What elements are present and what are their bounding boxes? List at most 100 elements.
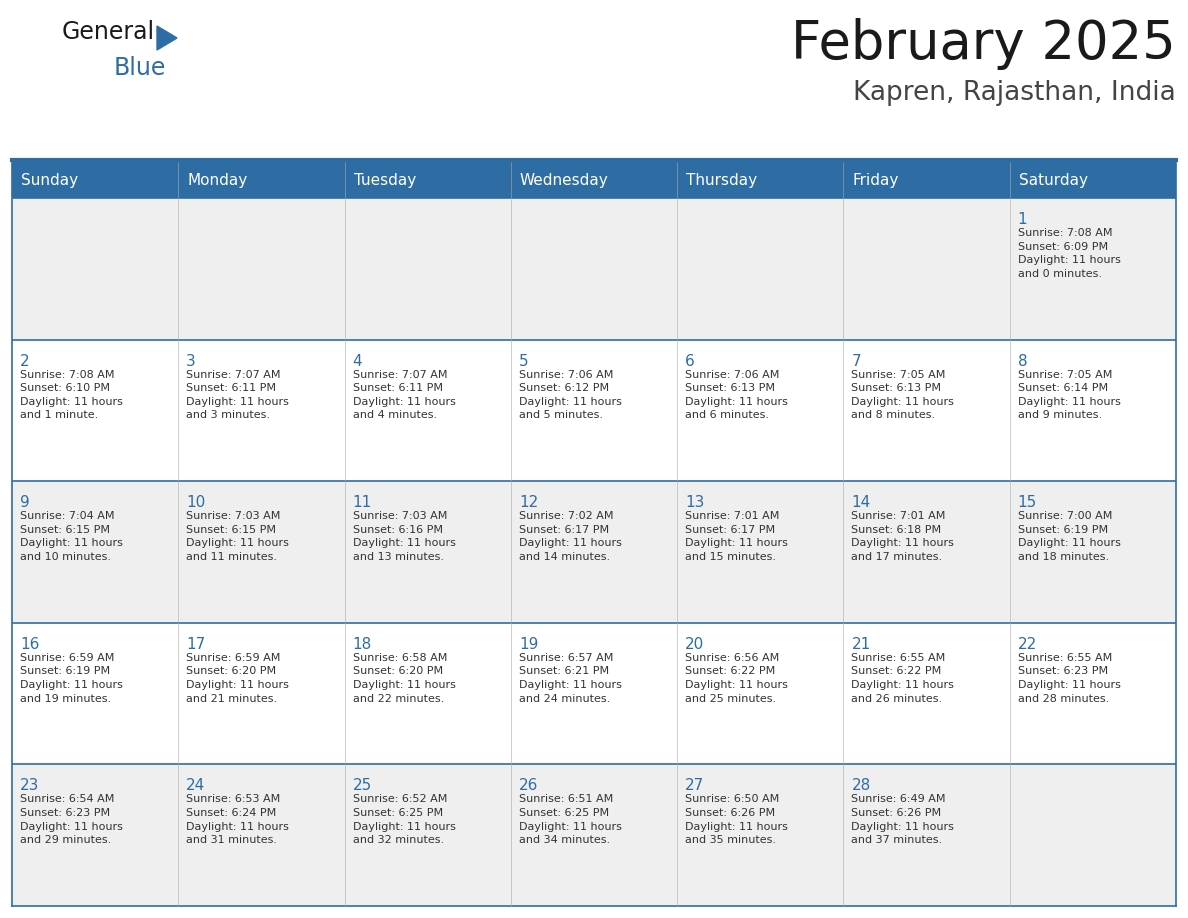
Bar (511, 765, 677, 906)
Text: 18: 18 (353, 637, 372, 652)
Text: February 2025: February 2025 (791, 18, 1176, 70)
Text: Sunrise: 7:04 AM
Sunset: 6:15 PM
Daylight: 11 hours
and 10 minutes.: Sunrise: 7:04 AM Sunset: 6:15 PM Dayligh… (20, 511, 122, 562)
Bar (178, 162, 345, 198)
Text: 20: 20 (685, 637, 704, 652)
Text: Sunrise: 7:08 AM
Sunset: 6:10 PM
Daylight: 11 hours
and 1 minute.: Sunrise: 7:08 AM Sunset: 6:10 PM Dayligh… (20, 370, 122, 420)
Bar (345, 162, 511, 198)
Bar (843, 340, 1010, 481)
Text: 21: 21 (852, 637, 871, 652)
Text: 14: 14 (852, 495, 871, 510)
Bar (178, 481, 345, 622)
Text: 1: 1 (1018, 212, 1028, 227)
Text: Sunrise: 7:06 AM
Sunset: 6:12 PM
Daylight: 11 hours
and 5 minutes.: Sunrise: 7:06 AM Sunset: 6:12 PM Dayligh… (519, 370, 621, 420)
Text: Blue: Blue (114, 56, 166, 80)
Text: Sunrise: 6:50 AM
Sunset: 6:26 PM
Daylight: 11 hours
and 35 minutes.: Sunrise: 6:50 AM Sunset: 6:26 PM Dayligh… (685, 794, 788, 845)
Bar (843, 765, 1010, 906)
Bar (1010, 340, 1176, 481)
Text: Wednesday: Wednesday (520, 173, 608, 187)
Bar (843, 198, 1010, 340)
Text: 17: 17 (187, 637, 206, 652)
Text: 8: 8 (1018, 353, 1028, 369)
Text: Monday: Monday (188, 173, 247, 187)
Bar (511, 340, 677, 481)
Text: 27: 27 (685, 778, 704, 793)
Text: Sunrise: 7:02 AM
Sunset: 6:17 PM
Daylight: 11 hours
and 14 minutes.: Sunrise: 7:02 AM Sunset: 6:17 PM Dayligh… (519, 511, 621, 562)
Text: 2: 2 (20, 353, 30, 369)
Text: 26: 26 (519, 778, 538, 793)
Text: Sunrise: 6:57 AM
Sunset: 6:21 PM
Daylight: 11 hours
and 24 minutes.: Sunrise: 6:57 AM Sunset: 6:21 PM Dayligh… (519, 653, 621, 703)
Bar (1010, 481, 1176, 622)
Bar (178, 198, 345, 340)
Text: Sunrise: 7:07 AM
Sunset: 6:11 PM
Daylight: 11 hours
and 3 minutes.: Sunrise: 7:07 AM Sunset: 6:11 PM Dayligh… (187, 370, 289, 420)
Text: 23: 23 (20, 778, 39, 793)
Text: Sunrise: 6:59 AM
Sunset: 6:20 PM
Daylight: 11 hours
and 21 minutes.: Sunrise: 6:59 AM Sunset: 6:20 PM Dayligh… (187, 653, 289, 703)
Text: Sunrise: 7:08 AM
Sunset: 6:09 PM
Daylight: 11 hours
and 0 minutes.: Sunrise: 7:08 AM Sunset: 6:09 PM Dayligh… (1018, 228, 1120, 279)
Bar (677, 162, 843, 198)
Bar (12, 340, 178, 481)
Text: Thursday: Thursday (687, 173, 757, 187)
Bar (1010, 198, 1176, 340)
Text: General: General (62, 20, 156, 44)
Bar (345, 481, 511, 622)
Bar (345, 340, 511, 481)
Bar (12, 162, 178, 198)
Text: Sunrise: 6:51 AM
Sunset: 6:25 PM
Daylight: 11 hours
and 34 minutes.: Sunrise: 6:51 AM Sunset: 6:25 PM Dayligh… (519, 794, 621, 845)
Text: 6: 6 (685, 353, 695, 369)
Bar (12, 622, 178, 765)
Bar (12, 198, 178, 340)
Bar (178, 340, 345, 481)
Text: Sunrise: 7:03 AM
Sunset: 6:16 PM
Daylight: 11 hours
and 13 minutes.: Sunrise: 7:03 AM Sunset: 6:16 PM Dayligh… (353, 511, 455, 562)
Bar (511, 162, 677, 198)
Bar (677, 622, 843, 765)
Text: Kapren, Rajasthan, India: Kapren, Rajasthan, India (853, 80, 1176, 106)
Text: Sunrise: 6:49 AM
Sunset: 6:26 PM
Daylight: 11 hours
and 37 minutes.: Sunrise: 6:49 AM Sunset: 6:26 PM Dayligh… (852, 794, 954, 845)
Text: 15: 15 (1018, 495, 1037, 510)
Text: 4: 4 (353, 353, 362, 369)
Bar (1010, 622, 1176, 765)
Bar (843, 162, 1010, 198)
Bar (843, 622, 1010, 765)
Text: Sunrise: 7:01 AM
Sunset: 6:17 PM
Daylight: 11 hours
and 15 minutes.: Sunrise: 7:01 AM Sunset: 6:17 PM Dayligh… (685, 511, 788, 562)
Text: Sunrise: 7:06 AM
Sunset: 6:13 PM
Daylight: 11 hours
and 6 minutes.: Sunrise: 7:06 AM Sunset: 6:13 PM Dayligh… (685, 370, 788, 420)
Bar (178, 765, 345, 906)
Text: Sunrise: 6:54 AM
Sunset: 6:23 PM
Daylight: 11 hours
and 29 minutes.: Sunrise: 6:54 AM Sunset: 6:23 PM Dayligh… (20, 794, 122, 845)
Text: Sunrise: 7:00 AM
Sunset: 6:19 PM
Daylight: 11 hours
and 18 minutes.: Sunrise: 7:00 AM Sunset: 6:19 PM Dayligh… (1018, 511, 1120, 562)
Text: 25: 25 (353, 778, 372, 793)
Bar (677, 765, 843, 906)
Text: 3: 3 (187, 353, 196, 369)
Text: 11: 11 (353, 495, 372, 510)
Text: Sunrise: 6:52 AM
Sunset: 6:25 PM
Daylight: 11 hours
and 32 minutes.: Sunrise: 6:52 AM Sunset: 6:25 PM Dayligh… (353, 794, 455, 845)
Text: Saturday: Saturday (1019, 173, 1088, 187)
Bar (345, 198, 511, 340)
Bar (12, 765, 178, 906)
Bar (677, 481, 843, 622)
Bar (178, 622, 345, 765)
Bar (511, 198, 677, 340)
Text: 7: 7 (852, 353, 861, 369)
Text: Sunrise: 6:56 AM
Sunset: 6:22 PM
Daylight: 11 hours
and 25 minutes.: Sunrise: 6:56 AM Sunset: 6:22 PM Dayligh… (685, 653, 788, 703)
Text: Sunrise: 6:58 AM
Sunset: 6:20 PM
Daylight: 11 hours
and 22 minutes.: Sunrise: 6:58 AM Sunset: 6:20 PM Dayligh… (353, 653, 455, 703)
Text: Sunrise: 7:03 AM
Sunset: 6:15 PM
Daylight: 11 hours
and 11 minutes.: Sunrise: 7:03 AM Sunset: 6:15 PM Dayligh… (187, 511, 289, 562)
Text: Sunrise: 6:55 AM
Sunset: 6:22 PM
Daylight: 11 hours
and 26 minutes.: Sunrise: 6:55 AM Sunset: 6:22 PM Dayligh… (852, 653, 954, 703)
Bar (345, 765, 511, 906)
Text: Sunrise: 7:07 AM
Sunset: 6:11 PM
Daylight: 11 hours
and 4 minutes.: Sunrise: 7:07 AM Sunset: 6:11 PM Dayligh… (353, 370, 455, 420)
Bar (843, 481, 1010, 622)
Text: Sunrise: 6:53 AM
Sunset: 6:24 PM
Daylight: 11 hours
and 31 minutes.: Sunrise: 6:53 AM Sunset: 6:24 PM Dayligh… (187, 794, 289, 845)
Text: 28: 28 (852, 778, 871, 793)
Text: Tuesday: Tuesday (354, 173, 416, 187)
Bar (511, 622, 677, 765)
Text: 9: 9 (20, 495, 30, 510)
Text: 10: 10 (187, 495, 206, 510)
Bar (677, 198, 843, 340)
Bar (511, 481, 677, 622)
Text: 22: 22 (1018, 637, 1037, 652)
Bar (1010, 765, 1176, 906)
Text: 12: 12 (519, 495, 538, 510)
Text: Sunrise: 6:59 AM
Sunset: 6:19 PM
Daylight: 11 hours
and 19 minutes.: Sunrise: 6:59 AM Sunset: 6:19 PM Dayligh… (20, 653, 122, 703)
Text: 19: 19 (519, 637, 538, 652)
Text: 5: 5 (519, 353, 529, 369)
Text: 24: 24 (187, 778, 206, 793)
Text: 13: 13 (685, 495, 704, 510)
Text: Sunrise: 7:05 AM
Sunset: 6:13 PM
Daylight: 11 hours
and 8 minutes.: Sunrise: 7:05 AM Sunset: 6:13 PM Dayligh… (852, 370, 954, 420)
Text: 16: 16 (20, 637, 39, 652)
